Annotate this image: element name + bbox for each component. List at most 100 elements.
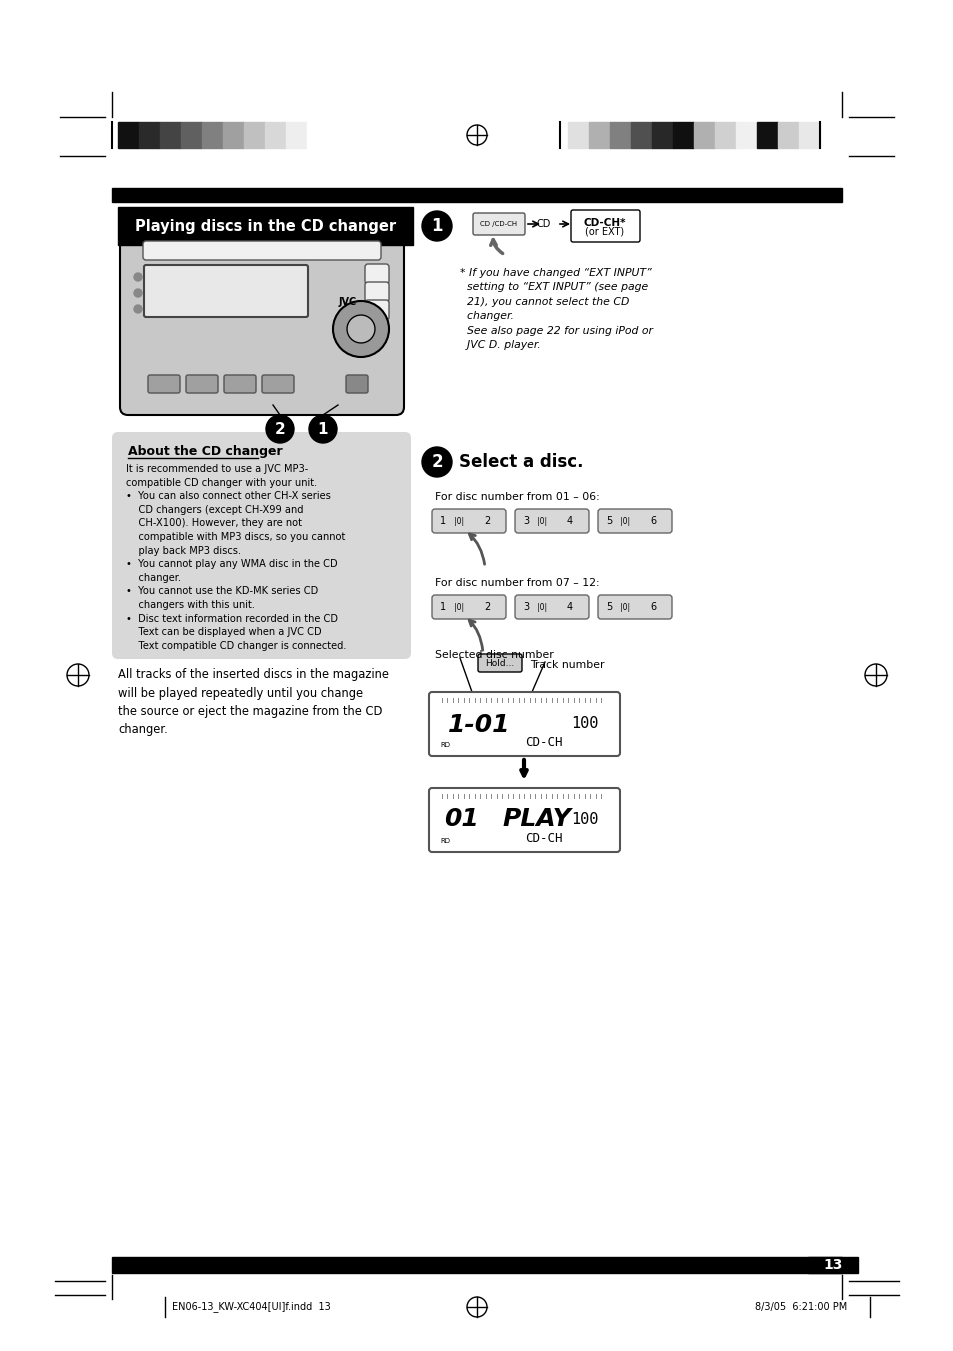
Text: CD: CD	[537, 219, 551, 230]
Bar	[651, 122, 672, 149]
Bar	[244, 122, 265, 149]
Bar	[160, 122, 181, 149]
Text: CD-CH: CD-CH	[525, 832, 562, 846]
Bar	[778, 122, 799, 149]
Text: 3: 3	[522, 603, 529, 612]
Text: 8/3/05  6:21:00 PM: 8/3/05 6:21:00 PM	[754, 1302, 846, 1312]
Text: Track number: Track number	[530, 661, 604, 670]
Text: 5: 5	[605, 603, 612, 612]
Bar	[714, 122, 735, 149]
Bar	[139, 122, 160, 149]
Text: 6: 6	[649, 603, 656, 612]
FancyBboxPatch shape	[262, 376, 294, 393]
Text: Selected disc number: Selected disc number	[435, 650, 553, 661]
Text: 100: 100	[571, 716, 598, 731]
Bar	[265, 122, 286, 149]
Text: 2: 2	[483, 516, 490, 526]
Text: |0|: |0|	[537, 603, 546, 612]
Bar	[112, 1256, 841, 1273]
Text: |0|: |0|	[619, 603, 629, 612]
Bar	[223, 122, 244, 149]
Bar	[118, 122, 139, 149]
Bar	[588, 122, 609, 149]
Text: RD: RD	[439, 838, 450, 844]
FancyBboxPatch shape	[112, 432, 411, 659]
FancyBboxPatch shape	[365, 300, 389, 320]
Text: 4: 4	[566, 603, 573, 612]
Text: 2: 2	[274, 422, 285, 436]
Bar	[567, 122, 588, 149]
Circle shape	[133, 289, 142, 297]
Bar	[757, 122, 778, 149]
Text: All tracks of the inserted discs in the magazine
will be played repeatedly until: All tracks of the inserted discs in the …	[118, 667, 389, 736]
Bar	[181, 122, 202, 149]
Text: 01: 01	[443, 807, 478, 831]
Bar	[735, 122, 757, 149]
Text: 1: 1	[439, 603, 446, 612]
Text: Playing discs in the CD changer: Playing discs in the CD changer	[134, 219, 395, 234]
Text: For disc number from 01 – 06:: For disc number from 01 – 06:	[435, 492, 599, 503]
Bar	[307, 122, 328, 149]
Text: 5: 5	[605, 516, 612, 526]
FancyBboxPatch shape	[120, 224, 403, 415]
Text: Hold...: Hold...	[485, 658, 514, 667]
Text: 1: 1	[439, 516, 446, 526]
FancyBboxPatch shape	[365, 263, 389, 284]
Text: |0|: |0|	[537, 516, 546, 526]
FancyBboxPatch shape	[429, 788, 619, 852]
Circle shape	[333, 301, 389, 357]
Text: |0|: |0|	[454, 603, 463, 612]
Bar	[202, 122, 223, 149]
FancyBboxPatch shape	[432, 509, 505, 534]
Circle shape	[421, 447, 452, 477]
Circle shape	[421, 211, 452, 240]
Text: For disc number from 07 – 12:: For disc number from 07 – 12:	[435, 578, 599, 588]
Text: JVC: JVC	[338, 297, 356, 307]
Text: RD: RD	[439, 742, 450, 748]
Text: * If you have changed “EXT INPUT”
  setting to “EXT INPUT” (see page
  21), you : * If you have changed “EXT INPUT” settin…	[459, 267, 652, 350]
FancyBboxPatch shape	[148, 376, 180, 393]
Text: It is recommended to use a JVC MP3-
compatible CD changer with your unit.
•  You: It is recommended to use a JVC MP3- comp…	[126, 463, 346, 651]
Text: CD /CD-CH: CD /CD-CH	[480, 222, 517, 227]
FancyBboxPatch shape	[143, 240, 380, 259]
Text: EN06-13_KW-XC404[UI]f.indd  13: EN06-13_KW-XC404[UI]f.indd 13	[172, 1301, 331, 1312]
Circle shape	[266, 415, 294, 443]
Circle shape	[347, 315, 375, 343]
FancyBboxPatch shape	[432, 594, 505, 619]
Text: 3: 3	[522, 516, 529, 526]
Bar	[630, 122, 651, 149]
FancyBboxPatch shape	[477, 654, 521, 671]
Text: 1: 1	[317, 422, 328, 436]
FancyBboxPatch shape	[515, 594, 588, 619]
Bar	[112, 188, 841, 203]
FancyBboxPatch shape	[598, 509, 671, 534]
Bar	[799, 122, 820, 149]
Text: 4: 4	[566, 516, 573, 526]
Circle shape	[309, 415, 336, 443]
Bar	[609, 122, 630, 149]
FancyBboxPatch shape	[224, 376, 255, 393]
Bar	[286, 122, 307, 149]
FancyBboxPatch shape	[365, 282, 389, 303]
Text: CD-CH*: CD-CH*	[583, 218, 625, 228]
Text: 2: 2	[431, 453, 442, 471]
Bar	[807, 1256, 857, 1273]
FancyBboxPatch shape	[598, 594, 671, 619]
Text: 100: 100	[571, 812, 598, 827]
Text: 1: 1	[431, 218, 442, 235]
Text: Select a disc.: Select a disc.	[458, 453, 583, 471]
Text: CD-CH: CD-CH	[525, 736, 562, 750]
Text: |0|: |0|	[454, 516, 463, 526]
Circle shape	[133, 305, 142, 313]
FancyBboxPatch shape	[571, 209, 639, 242]
Bar	[672, 122, 693, 149]
FancyBboxPatch shape	[144, 265, 308, 317]
FancyBboxPatch shape	[515, 509, 588, 534]
FancyBboxPatch shape	[346, 376, 368, 393]
Text: PLAY: PLAY	[501, 807, 570, 831]
FancyBboxPatch shape	[473, 213, 524, 235]
Text: 1-01: 1-01	[448, 713, 510, 738]
Circle shape	[133, 273, 142, 281]
Bar	[118, 207, 413, 245]
Text: |0|: |0|	[619, 516, 629, 526]
